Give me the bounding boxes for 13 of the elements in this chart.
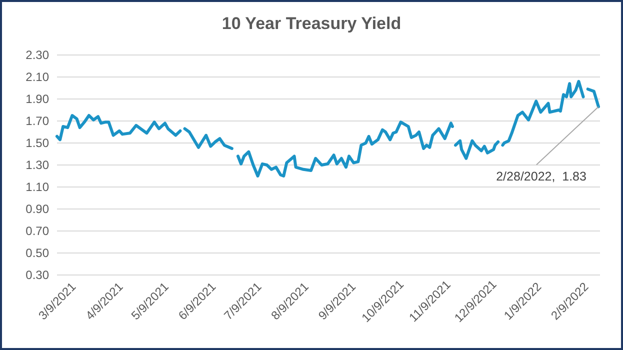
chart-title: 10 Year Treasury Yield	[222, 14, 402, 33]
y-tick-label: 0.30	[26, 268, 50, 282]
y-tick-label: 1.30	[26, 158, 50, 172]
y-tick-label: 1.90	[26, 92, 50, 106]
y-tick-label: 2.10	[26, 70, 50, 84]
y-tick-label: 0.70	[26, 224, 50, 238]
y-tick-label: 2.30	[26, 48, 50, 62]
y-tick-label: 0.50	[26, 246, 50, 260]
y-tick-label: 1.10	[26, 180, 50, 194]
annotation: 2/28/2022, 1.83	[496, 170, 587, 184]
y-tick-label: 1.70	[26, 114, 50, 128]
y-tick-label: 1.50	[26, 136, 50, 150]
y-tick-label: 0.90	[26, 202, 50, 216]
